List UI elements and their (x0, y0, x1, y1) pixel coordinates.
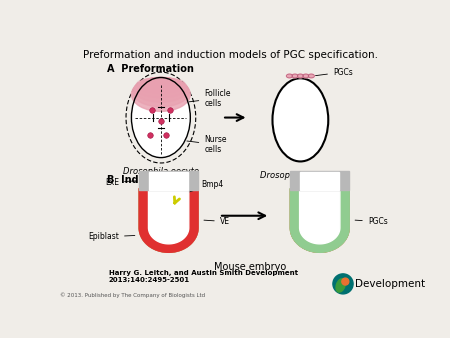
Text: Nurse
cells: Nurse cells (187, 135, 227, 154)
Circle shape (342, 278, 349, 285)
Ellipse shape (308, 74, 315, 78)
Ellipse shape (297, 74, 303, 78)
Polygon shape (148, 188, 189, 244)
Polygon shape (300, 188, 340, 244)
Ellipse shape (137, 77, 184, 88)
Ellipse shape (135, 77, 187, 98)
Polygon shape (301, 172, 339, 190)
Text: VE: VE (204, 217, 230, 226)
Polygon shape (139, 171, 198, 190)
Text: Follicle
cells: Follicle cells (189, 89, 231, 108)
Circle shape (333, 274, 353, 294)
Text: 2013;140:2495-2501: 2013;140:2495-2501 (109, 277, 190, 283)
Ellipse shape (286, 74, 292, 78)
Ellipse shape (131, 77, 190, 112)
Text: Preformation and induction models of PGC specification.: Preformation and induction models of PGC… (83, 50, 378, 60)
Ellipse shape (336, 279, 345, 292)
Ellipse shape (136, 77, 186, 93)
Text: © 2013. Published by The Company of Biologists Ltd: © 2013. Published by The Company of Biol… (60, 292, 205, 298)
Text: Epiblast: Epiblast (88, 233, 135, 241)
Polygon shape (290, 188, 349, 252)
Text: PGCs: PGCs (315, 68, 353, 77)
Text: Bmp4: Bmp4 (179, 180, 224, 195)
Text: Development: Development (355, 279, 425, 289)
Polygon shape (139, 188, 198, 252)
Text: Drosophila oocyte: Drosophila oocyte (123, 167, 199, 176)
Text: Mouse embryo: Mouse embryo (214, 262, 286, 272)
Text: PGCs: PGCs (355, 217, 387, 226)
Polygon shape (290, 188, 349, 252)
Polygon shape (149, 172, 188, 190)
Ellipse shape (134, 77, 188, 102)
Text: ExE: ExE (105, 178, 136, 187)
Polygon shape (290, 171, 349, 190)
Ellipse shape (133, 77, 189, 107)
Ellipse shape (273, 78, 328, 162)
Ellipse shape (303, 74, 309, 78)
Text: B  Induction: B Induction (107, 175, 173, 185)
Ellipse shape (292, 74, 298, 78)
Text: Harry G. Leitch, and Austin Smith Development: Harry G. Leitch, and Austin Smith Develo… (109, 270, 298, 276)
Text: Drosophila embryo: Drosophila embryo (261, 171, 340, 180)
Ellipse shape (131, 77, 190, 158)
Text: A  Preformation: A Preformation (107, 64, 194, 74)
Polygon shape (139, 188, 198, 252)
